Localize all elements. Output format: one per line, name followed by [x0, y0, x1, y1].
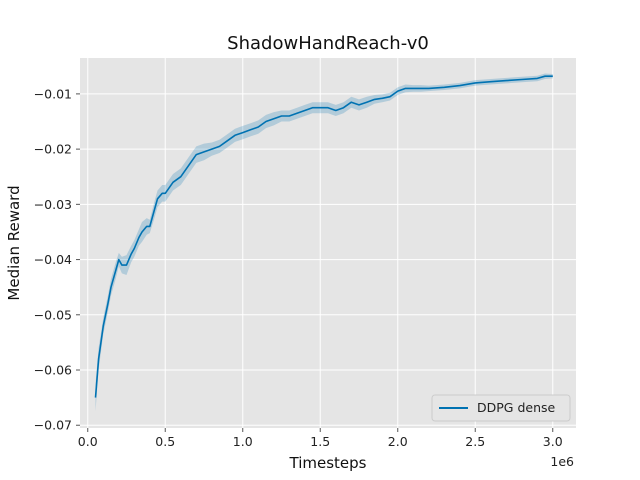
- x-tick-label: 2.5: [465, 434, 485, 449]
- y-axis-label: Median Reward: [5, 185, 23, 300]
- x-tick-label: 2.0: [388, 434, 408, 449]
- legend-box: [431, 394, 571, 422]
- y-tick-label: −0.03: [34, 197, 72, 212]
- plot-area: [80, 58, 576, 428]
- y-tick-label: −0.05: [34, 307, 72, 322]
- x-tick-label: 1.0: [233, 434, 253, 449]
- x-tick-label: 0.0: [78, 434, 98, 449]
- x-tick-label: 0.5: [155, 434, 175, 449]
- y-tick-label: −0.07: [34, 418, 72, 433]
- y-tick-label: −0.04: [34, 252, 72, 267]
- series-line-layer: [94, 75, 553, 398]
- x-axis-offset-label: 1e6: [550, 454, 574, 469]
- x-axis-label: Timesteps: [289, 454, 367, 472]
- x-tick-label: 3.0: [543, 434, 563, 449]
- legend: DDPG dense: [431, 394, 571, 422]
- y-tick-label: −0.02: [34, 142, 72, 157]
- x-axis-ticks: 0.0 0.5 1.0 1.5 2.0 2.5 3.0: [78, 428, 563, 449]
- y-tick-label: −0.06: [34, 363, 72, 378]
- legend-label-ddpg-dense: DDPG dense: [477, 400, 556, 415]
- series-line-0: [94, 75, 553, 398]
- chart-title: ShadowHandReach-v0: [227, 33, 429, 54]
- grid: [80, 58, 576, 428]
- y-axis-ticks: −0.07 −0.06 −0.05 −0.04 −0.03 −0.02 −0.01: [34, 86, 80, 433]
- x-tick-label: 1.5: [310, 434, 330, 449]
- y-tick-label: −0.01: [34, 86, 72, 101]
